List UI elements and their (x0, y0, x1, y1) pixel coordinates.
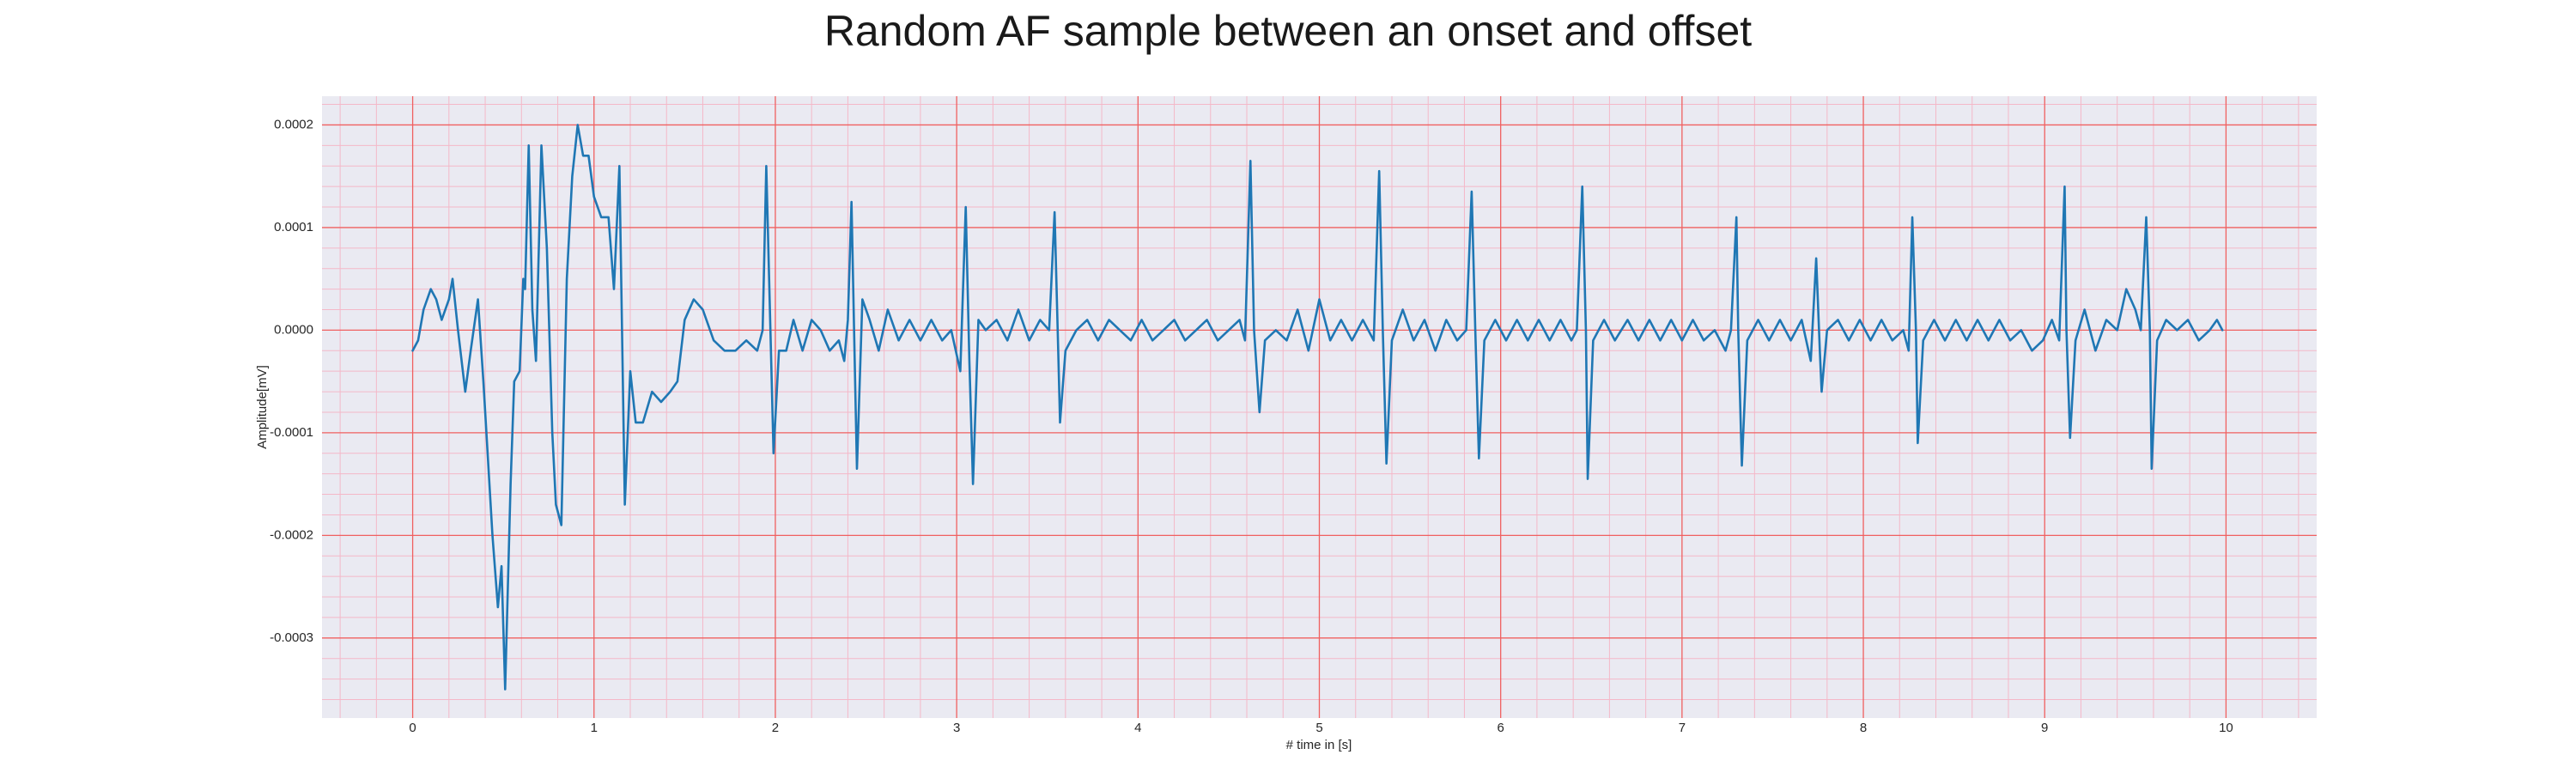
x-tick-label: 0 (409, 721, 416, 735)
x-tick-label: 3 (953, 721, 960, 735)
x-tick-label: 6 (1498, 721, 1504, 735)
x-tick-label: 8 (1860, 721, 1867, 735)
x-tick-label: 2 (772, 721, 779, 735)
x-tick-label: 4 (1134, 721, 1141, 735)
y-tick-label: 0.0001 (274, 220, 313, 234)
x-tick-label: 5 (1315, 721, 1322, 735)
y-tick-label: -0.0003 (270, 630, 313, 645)
y-tick-label: -0.0002 (270, 527, 313, 542)
y-tick-label: -0.0001 (270, 425, 313, 440)
x-axis-label: # time in [s] (1286, 738, 1352, 752)
y-tick-label: 0.0000 (274, 322, 313, 337)
x-tick-label: 1 (591, 721, 598, 735)
x-tick-label: 7 (1679, 721, 1686, 735)
y-tick-label: 0.0002 (274, 117, 313, 131)
plot-area (322, 96, 2317, 718)
chart-title: Random AF sample between an onset and of… (824, 7, 1752, 55)
x-tick-label: 9 (2041, 721, 2048, 735)
line-series (411, 124, 2224, 691)
y-axis-label: Amplitude[mV] (255, 365, 270, 449)
x-tick-label: 10 (2219, 721, 2233, 735)
